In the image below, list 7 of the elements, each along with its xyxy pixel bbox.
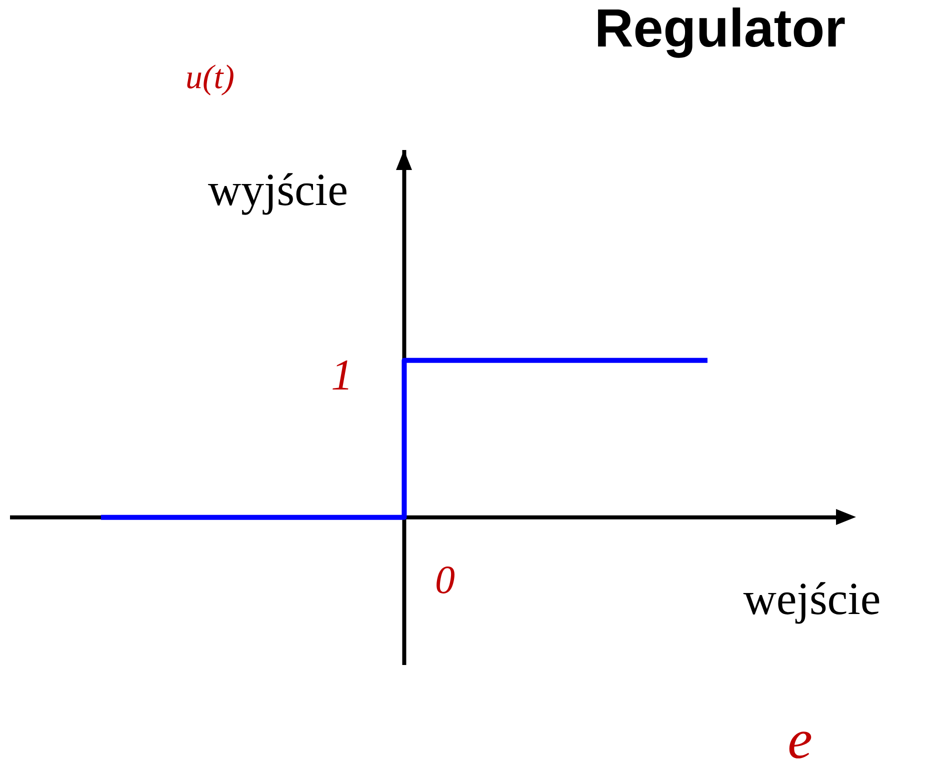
annotation: 1 xyxy=(332,360,348,390)
text: 0 xyxy=(436,566,454,594)
text: e xyxy=(789,732,812,758)
text: u(t) xyxy=(187,64,234,96)
chart-title: Regulator xyxy=(598,8,845,58)
x-axis-title: wejście xyxy=(743,582,880,624)
y-axis-title: wyjście xyxy=(208,173,346,215)
